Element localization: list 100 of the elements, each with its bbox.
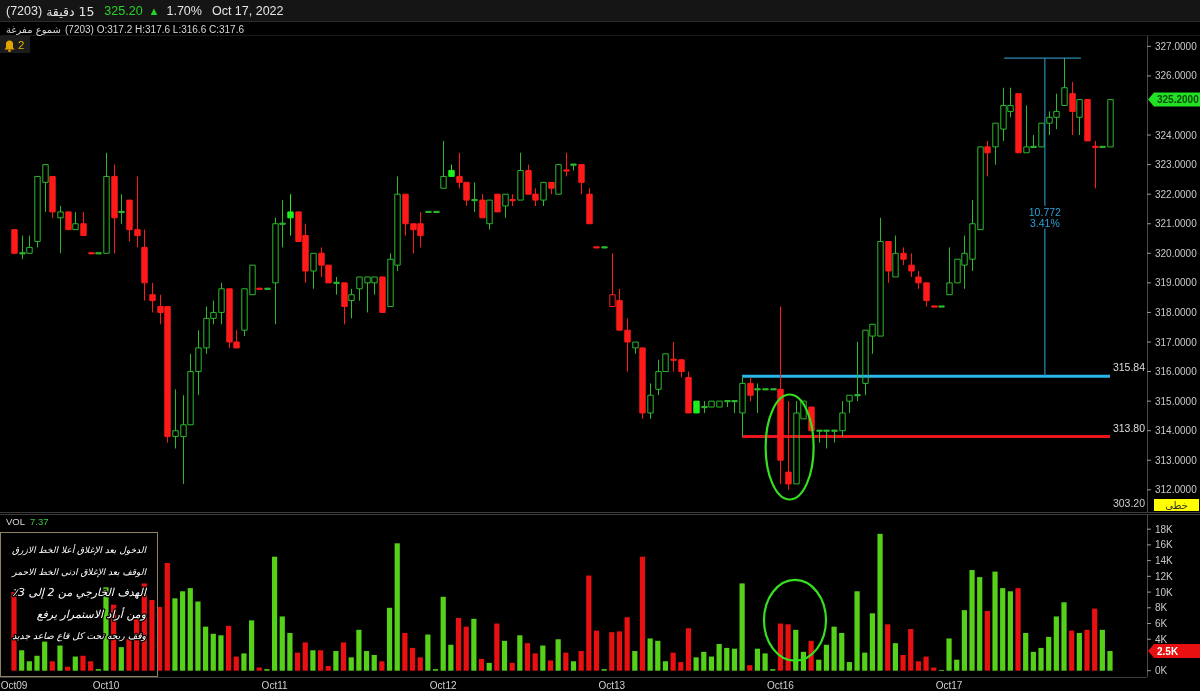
text: شموع مفرغة <box>6 24 61 36</box>
bar <box>547 660 554 671</box>
annotation: 10.772 <box>1028 205 1062 218</box>
y-tick-label: 10K <box>1155 586 1174 598</box>
bar <box>992 571 998 671</box>
candlestick <box>57 205 64 254</box>
bar <box>609 632 615 671</box>
bar <box>762 653 768 671</box>
candlestick <box>540 181 547 207</box>
bar <box>402 632 408 671</box>
bar <box>394 543 400 671</box>
y-tick-label: 320.0000 <box>1155 247 1198 259</box>
bar <box>256 667 262 671</box>
bar <box>869 613 876 671</box>
y-tick-label: 319.0000 <box>1155 277 1198 289</box>
x-tick-label: Oct10 <box>92 680 120 691</box>
candlestick <box>1092 140 1099 189</box>
candlestick <box>517 152 524 201</box>
bar <box>463 626 469 671</box>
x-tick-label: Oct13 <box>598 680 626 691</box>
y-tick-label: 4K <box>1155 633 1168 645</box>
data-label: 315.84 <box>1112 361 1146 374</box>
bar <box>777 623 784 671</box>
bar <box>977 577 983 671</box>
candlestick <box>647 382 654 420</box>
candlestick <box>440 140 447 189</box>
bar <box>126 639 132 671</box>
y-tick-label: 313.0000 <box>1155 454 1198 466</box>
candlestick <box>693 400 700 414</box>
y-tick-label: 323.0000 <box>1155 159 1198 171</box>
bar <box>440 596 446 671</box>
candlestick <box>777 306 784 485</box>
bar <box>195 601 201 671</box>
candlestick <box>264 287 271 290</box>
bar <box>900 654 906 671</box>
text: 2.5K <box>1157 645 1179 657</box>
text: 1.70% <box>166 4 202 18</box>
bar <box>203 626 209 671</box>
text: (7203) <box>6 4 43 18</box>
candlestick <box>486 199 493 231</box>
y-tick-label: 6K <box>1155 618 1168 630</box>
bar <box>1099 629 1105 671</box>
bar <box>586 575 592 671</box>
bar <box>65 666 71 671</box>
text: 325.20 <box>104 4 143 18</box>
text: 325.2000 <box>1157 94 1200 106</box>
candlestick <box>471 181 478 213</box>
bar <box>356 629 362 671</box>
bar <box>478 658 485 671</box>
bar <box>616 631 623 671</box>
candlestick <box>149 282 156 313</box>
bar <box>180 591 186 671</box>
y-tick-label: 318.0000 <box>1155 306 1198 318</box>
candlestick <box>747 376 754 402</box>
bar <box>425 634 431 671</box>
bar <box>639 556 646 671</box>
bar <box>287 632 293 671</box>
annotation: الوقف بعد الإغلاق ادنى الخط الاحمر <box>11 566 148 578</box>
candlestick <box>509 193 516 207</box>
candlestick <box>118 193 125 225</box>
y-tick-label: 14K <box>1155 555 1174 567</box>
bar <box>892 643 898 671</box>
y-tick-label: 322.0000 <box>1155 188 1198 200</box>
bar <box>954 659 960 671</box>
bar <box>1061 602 1067 671</box>
candlestick <box>548 181 555 195</box>
text: (7203) O:317.2 H:317.6 L:316.6 C:317.6 <box>65 24 245 35</box>
candlestick <box>639 347 646 420</box>
bar <box>747 665 753 671</box>
bar <box>233 656 239 671</box>
bar <box>1076 632 1082 671</box>
bar <box>494 623 500 671</box>
candlestick <box>892 235 899 278</box>
bar <box>1038 647 1044 671</box>
bar <box>26 661 32 671</box>
bar <box>908 629 914 671</box>
bar <box>1092 608 1098 671</box>
bar <box>693 657 699 671</box>
bar <box>862 652 868 671</box>
candlestick <box>11 229 18 254</box>
bar <box>1084 629 1090 671</box>
x-tick-label: Oct12 <box>429 680 457 691</box>
bar <box>685 628 692 671</box>
candlestick <box>502 193 509 219</box>
bar <box>49 661 55 671</box>
candlestick <box>88 252 95 255</box>
candlestick <box>1069 81 1076 136</box>
candlestick <box>72 211 79 231</box>
bar <box>670 652 676 671</box>
bar <box>88 661 94 671</box>
chart-title: VOL <box>6 515 26 527</box>
bar <box>248 620 255 671</box>
y-tick-label: 312.0000 <box>1155 484 1198 496</box>
bar <box>624 617 630 671</box>
bar <box>854 591 860 671</box>
candlestick <box>908 252 915 278</box>
bar <box>946 638 952 671</box>
annotation: الدخول بعد الإغلاق أعلا الخط الازرق <box>12 543 148 556</box>
text: خطي <box>1165 499 1188 512</box>
bar <box>969 570 975 671</box>
